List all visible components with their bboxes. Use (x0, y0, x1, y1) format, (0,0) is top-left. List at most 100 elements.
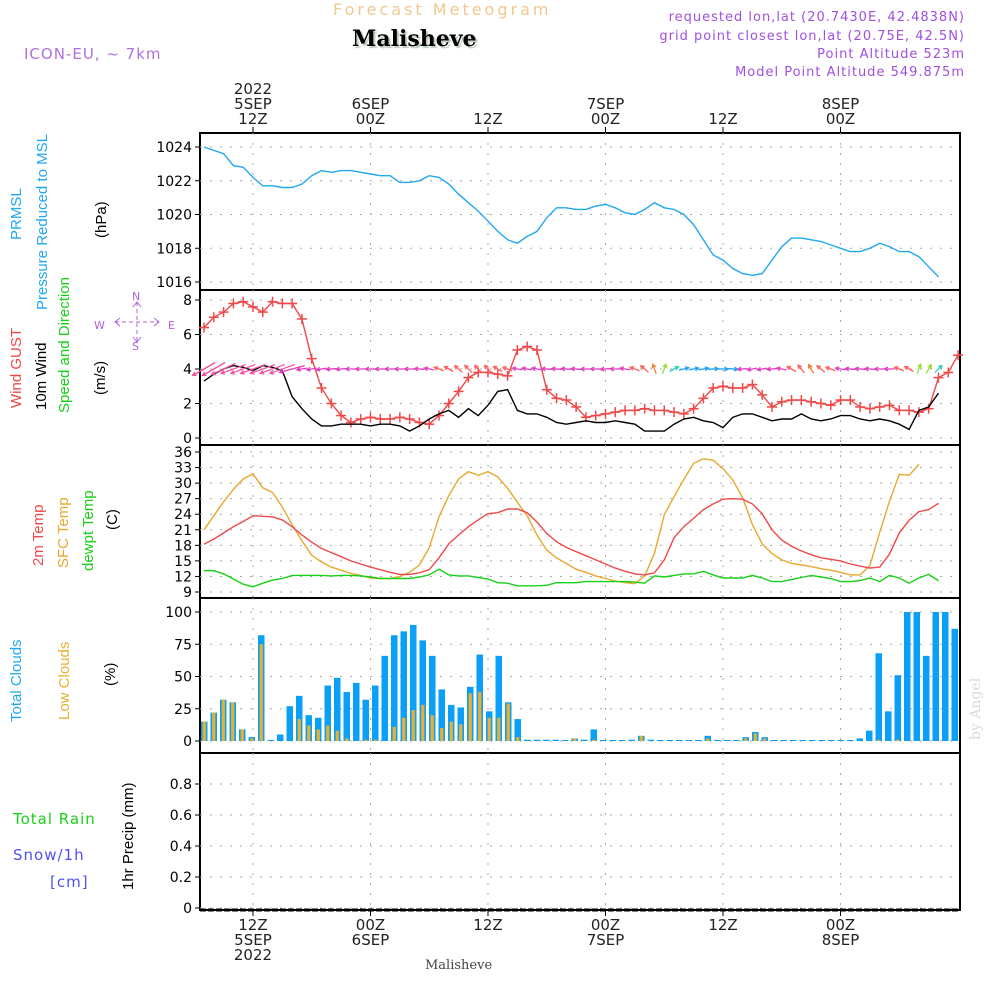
low-cloud-bar (877, 739, 881, 741)
arrow-shaft (816, 365, 826, 373)
arrow-shaft (661, 364, 667, 374)
wind-direction-arrow (550, 366, 562, 372)
wind-gust-marker (502, 370, 513, 381)
y-tick-label: 18 (174, 538, 192, 554)
arrow-head (938, 364, 943, 370)
wind-gust-marker (365, 412, 376, 423)
bottom-time-tick-label: 00Z 6SEP (330, 918, 410, 948)
wind-direction-arrow (305, 366, 317, 372)
total-cloud-bar (866, 730, 873, 741)
total-rain-label: Total Rain (13, 810, 96, 828)
arrow-shaft (551, 367, 562, 371)
low-cloud-bar (212, 712, 216, 741)
total-cloud-bar (666, 740, 673, 741)
top-time-tick-label: 12Z (683, 112, 763, 127)
arrow-head (694, 366, 700, 372)
total-cloud-bar (628, 739, 635, 741)
wind-gust-marker (492, 369, 503, 380)
arrow-shaft (250, 363, 276, 375)
panel-3: 0 25 50 75 100 (165, 597, 961, 754)
wind-gust-marker (874, 401, 885, 412)
dewpt-line (204, 568, 939, 588)
arrow-head (354, 366, 360, 372)
total-cloud-bar (923, 655, 930, 741)
arrow-shaft (808, 364, 815, 374)
bottom-time-tick-label: 12Z 5SEP 2022 (213, 918, 293, 963)
arrow-head (917, 363, 922, 369)
arrow-shaft (855, 367, 866, 371)
arrow-shaft (698, 367, 709, 371)
arrow-head (201, 371, 207, 377)
tick-line: 00Z (590, 110, 621, 128)
arrow-shaft (629, 366, 640, 372)
grid-point-coords: grid point closest lon,lat (20.75E, 42.5… (659, 29, 965, 44)
wind-gust-marker (541, 384, 552, 395)
arrow-shaft (561, 367, 572, 371)
y-tick-label: 0.6 (170, 808, 192, 824)
y-tick-label: 27 (174, 492, 192, 508)
wind-direction-arrow (873, 366, 885, 372)
wind-direction-arrow (383, 366, 396, 372)
wind-direction-arrow (736, 366, 748, 372)
wind-gust-marker (639, 403, 650, 414)
arrow-shaft (904, 365, 914, 373)
arrow-shaft (620, 367, 631, 371)
wind-gust-marker (835, 395, 846, 406)
wind-direction-arrow (259, 363, 285, 375)
low-cloud-bar (421, 704, 425, 741)
total-cloud-bar (685, 740, 692, 741)
low-cloud-bar (316, 729, 320, 741)
total-cloud-bar (885, 711, 892, 741)
wind-direction-arrow (824, 366, 836, 372)
low-cloud-bar (335, 730, 339, 741)
wind-direction-arrow (540, 366, 552, 372)
low-cloud-bar (592, 739, 596, 741)
total-cloud-bar (391, 635, 398, 741)
total-cloud-bar (771, 740, 778, 741)
compass-rose: N S W E (92, 290, 182, 360)
wind-gust-marker (531, 345, 542, 356)
arrow-shaft (316, 367, 327, 371)
wind-direction-arrow (808, 363, 815, 374)
total-cloud-bar (695, 740, 702, 741)
wind-gust-marker (904, 405, 915, 416)
arrow-head (797, 364, 803, 370)
y-tick-label: 100 (165, 605, 192, 621)
y-tick-label: 36 (174, 445, 192, 461)
meteogram-title: Forecast Meteogram (333, 0, 552, 19)
wind-gust-marker (326, 398, 337, 409)
arrow-head (684, 366, 691, 371)
low-cloud-bar (487, 717, 491, 741)
tick-line: 2022 (233, 946, 273, 964)
tick-line: 00Z (825, 110, 856, 128)
arrow-head (315, 366, 321, 372)
y-tick-label: 9 (183, 585, 192, 601)
arrow-head (608, 366, 615, 372)
y-tick-label: 12 (174, 569, 192, 585)
low-cloud-bar (202, 721, 206, 741)
tick-line: 12Z (473, 916, 503, 934)
low-cloud-bar (240, 729, 244, 741)
arrow-head (413, 366, 419, 372)
wind-direction-arrow (201, 361, 226, 377)
wind-direction-arrow (925, 363, 932, 374)
wind-gust-marker (296, 313, 307, 324)
wind-direction-arrow (324, 366, 337, 372)
wind-direction-arrow (893, 366, 905, 372)
wind-gust-marker (766, 401, 777, 412)
low-cloud-bar (449, 721, 453, 741)
total-cloud-bar (533, 739, 540, 741)
total-cloud-bar (552, 739, 559, 741)
arrow-head (843, 366, 850, 372)
arrow-shaft (916, 364, 922, 374)
low-cloud-bar (326, 725, 330, 741)
wind-gust-marker (845, 395, 856, 406)
arrow-head (443, 365, 449, 371)
wind-gust-marker (385, 414, 396, 425)
total-cloud-bar (657, 740, 664, 741)
tick-line: 5SEP (234, 95, 272, 113)
arrow-shaft (269, 363, 295, 375)
arrow-head (704, 366, 710, 372)
wind-gust-marker (277, 298, 288, 309)
